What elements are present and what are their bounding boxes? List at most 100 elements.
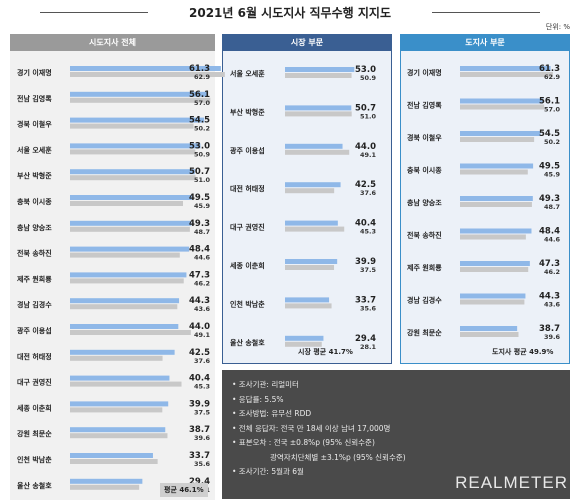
category-label: 경북 이철우	[17, 120, 52, 129]
current-value-label: 29.4	[355, 334, 376, 344]
current-value-label: 50.7	[189, 167, 210, 177]
current-value-label: 40.4	[189, 374, 210, 384]
previous-bar	[70, 226, 190, 232]
panel-all-header: 시도지사 전체	[10, 34, 215, 51]
current-value-label: 47.3	[539, 259, 560, 269]
panel-mayor	[222, 34, 392, 364]
previous-bar	[285, 73, 352, 78]
current-value-label: 39.9	[355, 257, 376, 267]
current-value-label: 40.4	[355, 219, 376, 229]
current-value-label: 44.3	[539, 292, 560, 302]
category-label: 광주 이용섭	[17, 326, 52, 335]
current-bar	[285, 220, 338, 226]
previous-bar	[460, 137, 535, 142]
current-bar	[70, 401, 169, 407]
note-line: • 응답률: 5.5%	[232, 394, 284, 404]
previous-value-label: 57.0	[194, 99, 211, 107]
category-label: 세종 이춘희	[230, 261, 265, 270]
current-bar	[285, 335, 324, 341]
current-value-label: 61.3	[189, 64, 210, 74]
average-all: 평균 46.1%	[160, 483, 208, 497]
current-bar	[70, 143, 201, 149]
previous-value-label: 62.9	[544, 73, 561, 81]
previous-bar	[70, 407, 163, 413]
current-bar	[460, 326, 518, 331]
previous-value-label: 50.2	[544, 138, 560, 146]
current-value-label: 54.5	[539, 129, 560, 139]
current-bar	[460, 196, 533, 201]
previous-value-label: 44.6	[194, 254, 211, 262]
current-value-label: 53.0	[189, 141, 210, 151]
previous-value-label: 44.6	[544, 236, 561, 244]
current-bar	[460, 228, 532, 234]
category-label: 전남 김영록	[17, 94, 52, 103]
current-bar	[70, 298, 180, 304]
current-bar	[460, 66, 551, 71]
previous-bar	[460, 72, 553, 77]
current-bar	[70, 66, 221, 71]
current-value-label: 49.3	[539, 194, 560, 204]
previous-value-label: 37.6	[360, 189, 377, 197]
previous-bar	[70, 278, 184, 284]
category-label: 충남 양승조	[17, 223, 52, 232]
current-value-label: 61.3	[539, 64, 560, 74]
note-line: 광역자치단체별 ±3.1%p (95% 신뢰수준)	[270, 452, 406, 462]
category-label: 충북 이시종	[17, 197, 52, 206]
previous-bar	[70, 123, 194, 129]
current-bar	[285, 67, 355, 72]
current-value-label: 49.5	[189, 193, 210, 203]
page-title: 2021년 6월 시도지사 직무수행 지지도	[189, 6, 391, 20]
previous-value-label: 45.3	[360, 228, 376, 236]
previous-value-label: 51.0	[194, 176, 211, 184]
current-bar	[285, 259, 338, 264]
title-rule-left	[40, 12, 148, 13]
previous-value-label: 51.0	[360, 112, 377, 120]
average-mayor: 시장 평균 41.7%	[298, 348, 353, 356]
category-label: 경기 이재명	[17, 68, 52, 77]
current-bar	[460, 293, 526, 299]
current-bar	[70, 272, 187, 278]
previous-bar	[70, 381, 182, 387]
previous-value-label: 62.9	[194, 73, 211, 81]
previous-bar	[70, 201, 183, 206]
current-bar	[460, 131, 541, 136]
previous-value-label: 45.3	[194, 383, 210, 391]
category-label: 대구 권영진	[230, 223, 265, 232]
previous-bar	[285, 188, 335, 194]
current-bar	[460, 261, 530, 266]
current-bar	[70, 478, 143, 484]
current-value-label: 48.4	[539, 227, 560, 237]
average-governor: 도지사 평균 49.9%	[492, 348, 554, 356]
current-value-label: 42.5	[355, 180, 376, 190]
previous-value-label: 45.9	[544, 171, 561, 179]
current-bar	[460, 163, 534, 169]
current-value-label: 47.3	[189, 270, 210, 280]
previous-bar	[285, 226, 345, 232]
previous-bar	[70, 459, 158, 464]
current-bar	[285, 143, 343, 149]
previous-value-label: 43.6	[544, 301, 561, 309]
current-bar	[460, 98, 543, 104]
note-line: • 조사기관: 리얼미터	[232, 380, 299, 389]
current-value-label: 49.3	[189, 219, 210, 229]
note-line: • 조사기간: 5월과 6월	[232, 467, 304, 476]
previous-value-label: 37.5	[194, 408, 211, 416]
current-value-label: 38.7	[539, 324, 560, 334]
category-label: 부산 박형준	[17, 171, 52, 180]
category-label: 충북 이시종	[407, 166, 442, 175]
category-label: 전남 김영록	[407, 101, 442, 110]
current-value-label: 54.5	[189, 116, 210, 126]
current-value-label: 39.9	[189, 399, 210, 409]
current-value-label: 44.0	[189, 322, 210, 332]
current-bar	[70, 169, 195, 175]
previous-bar	[285, 111, 352, 117]
current-bar	[285, 182, 341, 188]
current-bar	[70, 349, 175, 355]
notes-list: • 조사기관: 리얼미터 • 응답률: 5.5% • 조사방법: 유무선 RDD • …	[232, 378, 406, 480]
previous-bar	[70, 355, 163, 361]
current-value-label: 33.7	[189, 451, 210, 461]
category-label: 강원 최문순	[17, 429, 52, 438]
previous-value-label: 46.2	[194, 279, 210, 287]
category-label: 경기 이재명	[407, 68, 442, 77]
